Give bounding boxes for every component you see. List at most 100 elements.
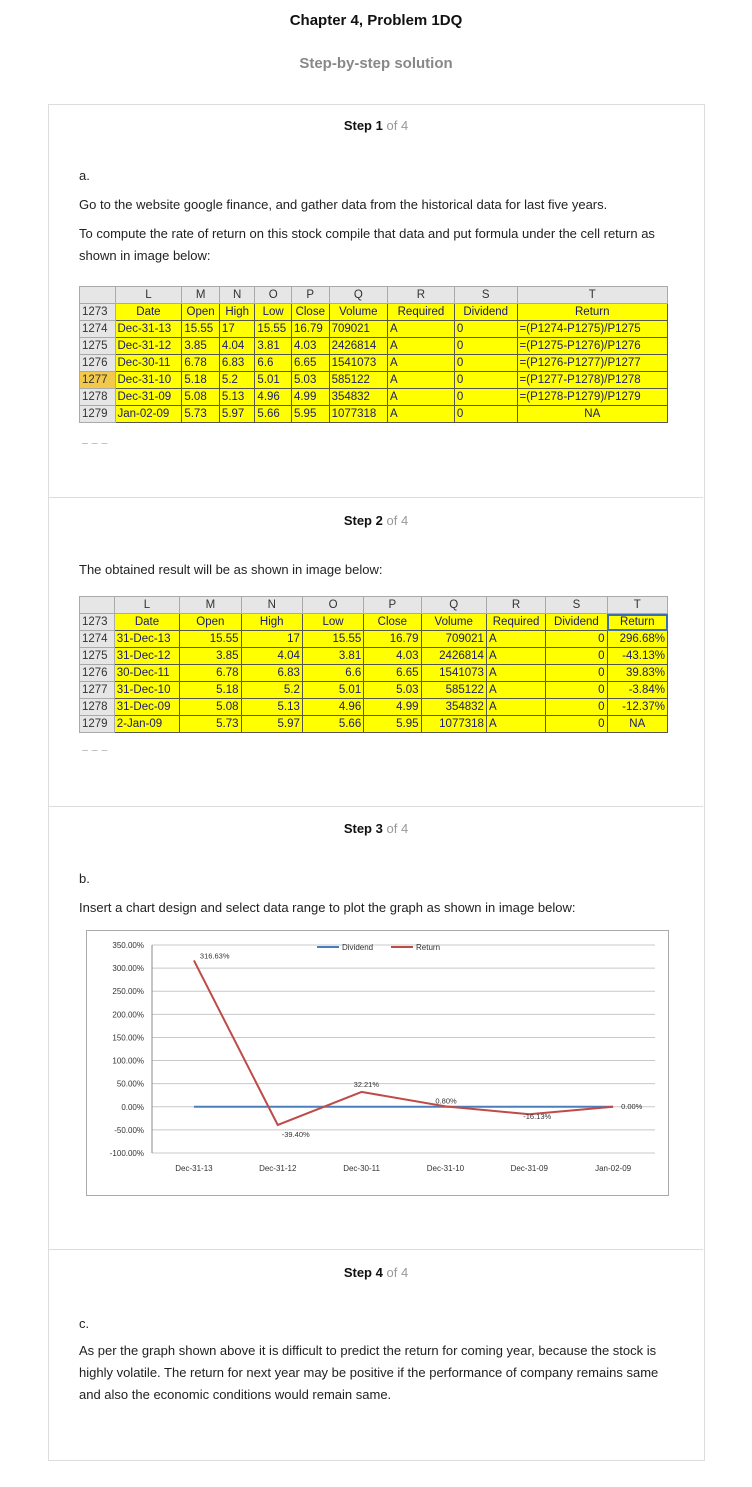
table-cell[interactable]: 6.78: [181, 354, 220, 372]
table-cell[interactable]: -43.13%: [606, 647, 669, 665]
table-cell[interactable]: 296.68%: [606, 630, 669, 648]
table-cell[interactable]: 2426814: [328, 337, 389, 355]
table-cell[interactable]: Dec-31-13: [114, 320, 183, 338]
table-cell[interactable]: 0: [453, 354, 518, 372]
sheet-corner[interactable]: [79, 596, 115, 614]
table-cell[interactable]: 6.65: [290, 354, 330, 372]
header-cell[interactable]: Close: [290, 303, 330, 321]
table-cell[interactable]: 5.01: [301, 681, 365, 699]
row-number[interactable]: 1278: [79, 388, 116, 406]
table-cell[interactable]: 5.01: [254, 371, 292, 389]
table-cell[interactable]: 585122: [420, 681, 487, 699]
table-cell[interactable]: 6.6: [254, 354, 292, 372]
table-cell[interactable]: 1077318: [420, 715, 487, 733]
table-cell[interactable]: 3.85: [179, 647, 242, 665]
row-number[interactable]: 1274: [79, 630, 115, 648]
table-cell[interactable]: 5.66: [301, 715, 365, 733]
table-cell[interactable]: 5.13: [240, 698, 303, 716]
column-header-l[interactable]: L: [113, 596, 181, 614]
table-cell[interactable]: 2426814: [420, 647, 487, 665]
table-cell[interactable]: A: [387, 371, 455, 389]
column-header-m[interactable]: M: [179, 596, 242, 614]
column-header-n[interactable]: N: [218, 286, 256, 304]
header-cell[interactable]: Return: [606, 613, 669, 631]
table-cell[interactable]: A: [387, 337, 455, 355]
header-cell[interactable]: Open: [179, 613, 242, 631]
table-cell[interactable]: 0: [453, 405, 518, 423]
table-cell[interactable]: NA: [516, 405, 669, 423]
table-cell[interactable]: 6.83: [240, 664, 303, 682]
table-cell[interactable]: 5.66: [254, 405, 292, 423]
table-cell[interactable]: 31-Dec-09: [113, 698, 181, 716]
column-header-q[interactable]: Q: [420, 596, 487, 614]
column-header-l[interactable]: L: [114, 286, 183, 304]
table-cell[interactable]: 31-Dec-12: [113, 647, 181, 665]
table-cell[interactable]: 3.81: [254, 337, 292, 355]
table-cell[interactable]: A: [387, 388, 455, 406]
row-number[interactable]: 1274: [79, 320, 116, 338]
column-header-n[interactable]: N: [240, 596, 303, 614]
row-number[interactable]: 1275: [79, 337, 116, 355]
table-cell[interactable]: A: [387, 320, 455, 338]
table-cell[interactable]: 0: [453, 320, 518, 338]
table-cell[interactable]: 5.95: [363, 715, 422, 733]
header-cell[interactable]: Return: [516, 303, 669, 321]
column-header-o[interactable]: O: [254, 286, 292, 304]
table-cell[interactable]: Dec-31-09: [114, 388, 183, 406]
header-cell[interactable]: Close: [363, 613, 422, 631]
table-cell[interactable]: 5.97: [218, 405, 256, 423]
table-cell[interactable]: 4.96: [254, 388, 292, 406]
table-cell[interactable]: 5.18: [181, 371, 220, 389]
table-cell[interactable]: 5.03: [363, 681, 422, 699]
table-cell[interactable]: 0: [545, 647, 608, 665]
table-cell[interactable]: =(P1274-P1275)/P1275: [516, 320, 669, 338]
column-header-p[interactable]: P: [363, 596, 422, 614]
table-cell[interactable]: 5.18: [179, 681, 242, 699]
sheet-corner[interactable]: [79, 286, 116, 304]
header-cell[interactable]: Volume: [420, 613, 487, 631]
column-header-p[interactable]: P: [290, 286, 330, 304]
header-cell[interactable]: Volume: [328, 303, 389, 321]
column-header-r[interactable]: R: [387, 286, 455, 304]
table-cell[interactable]: Jan-02-09: [114, 405, 183, 423]
table-cell[interactable]: 6.78: [179, 664, 242, 682]
row-number[interactable]: 1277: [79, 371, 116, 389]
table-cell[interactable]: 4.04: [218, 337, 256, 355]
table-cell[interactable]: 4.03: [363, 647, 422, 665]
table-cell[interactable]: 15.55: [254, 320, 292, 338]
header-cell[interactable]: High: [218, 303, 256, 321]
table-cell[interactable]: 4.03: [290, 337, 330, 355]
table-cell[interactable]: 0: [545, 664, 608, 682]
table-cell[interactable]: 0: [453, 371, 518, 389]
table-cell[interactable]: 30-Dec-11: [113, 664, 181, 682]
table-cell[interactable]: 5.08: [181, 388, 220, 406]
table-cell[interactable]: 31-Dec-10: [113, 681, 181, 699]
table-cell[interactable]: A: [485, 715, 547, 733]
table-cell[interactable]: =(P1278-P1279)/P1279: [516, 388, 669, 406]
row-number[interactable]: 1273: [79, 613, 115, 631]
table-cell[interactable]: A: [387, 405, 455, 423]
table-cell[interactable]: =(P1277-P1278)/P1278: [516, 371, 669, 389]
column-header-t[interactable]: T: [516, 286, 669, 304]
header-cell[interactable]: Dividend: [453, 303, 518, 321]
column-header-s[interactable]: S: [545, 596, 608, 614]
table-cell[interactable]: 1541073: [328, 354, 389, 372]
table-cell[interactable]: -12.37%: [606, 698, 669, 716]
table-cell[interactable]: 354832: [420, 698, 487, 716]
row-number[interactable]: 1276: [79, 354, 116, 372]
table-cell[interactable]: 0: [453, 388, 518, 406]
column-header-r[interactable]: R: [485, 596, 547, 614]
row-number[interactable]: 1275: [79, 647, 115, 665]
table-cell[interactable]: 4.96: [301, 698, 365, 716]
header-cell[interactable]: Dividend: [545, 613, 608, 631]
row-number[interactable]: 1277: [79, 681, 115, 699]
column-header-m[interactable]: M: [181, 286, 220, 304]
table-cell[interactable]: Dec-31-10: [114, 371, 183, 389]
row-number[interactable]: 1276: [79, 664, 115, 682]
table-cell[interactable]: 2-Jan-09: [113, 715, 181, 733]
table-cell[interactable]: 15.55: [179, 630, 242, 648]
column-header-t[interactable]: T: [606, 596, 669, 614]
column-header-s[interactable]: S: [453, 286, 518, 304]
table-cell[interactable]: 4.04: [240, 647, 303, 665]
row-number[interactable]: 1278: [79, 698, 115, 716]
